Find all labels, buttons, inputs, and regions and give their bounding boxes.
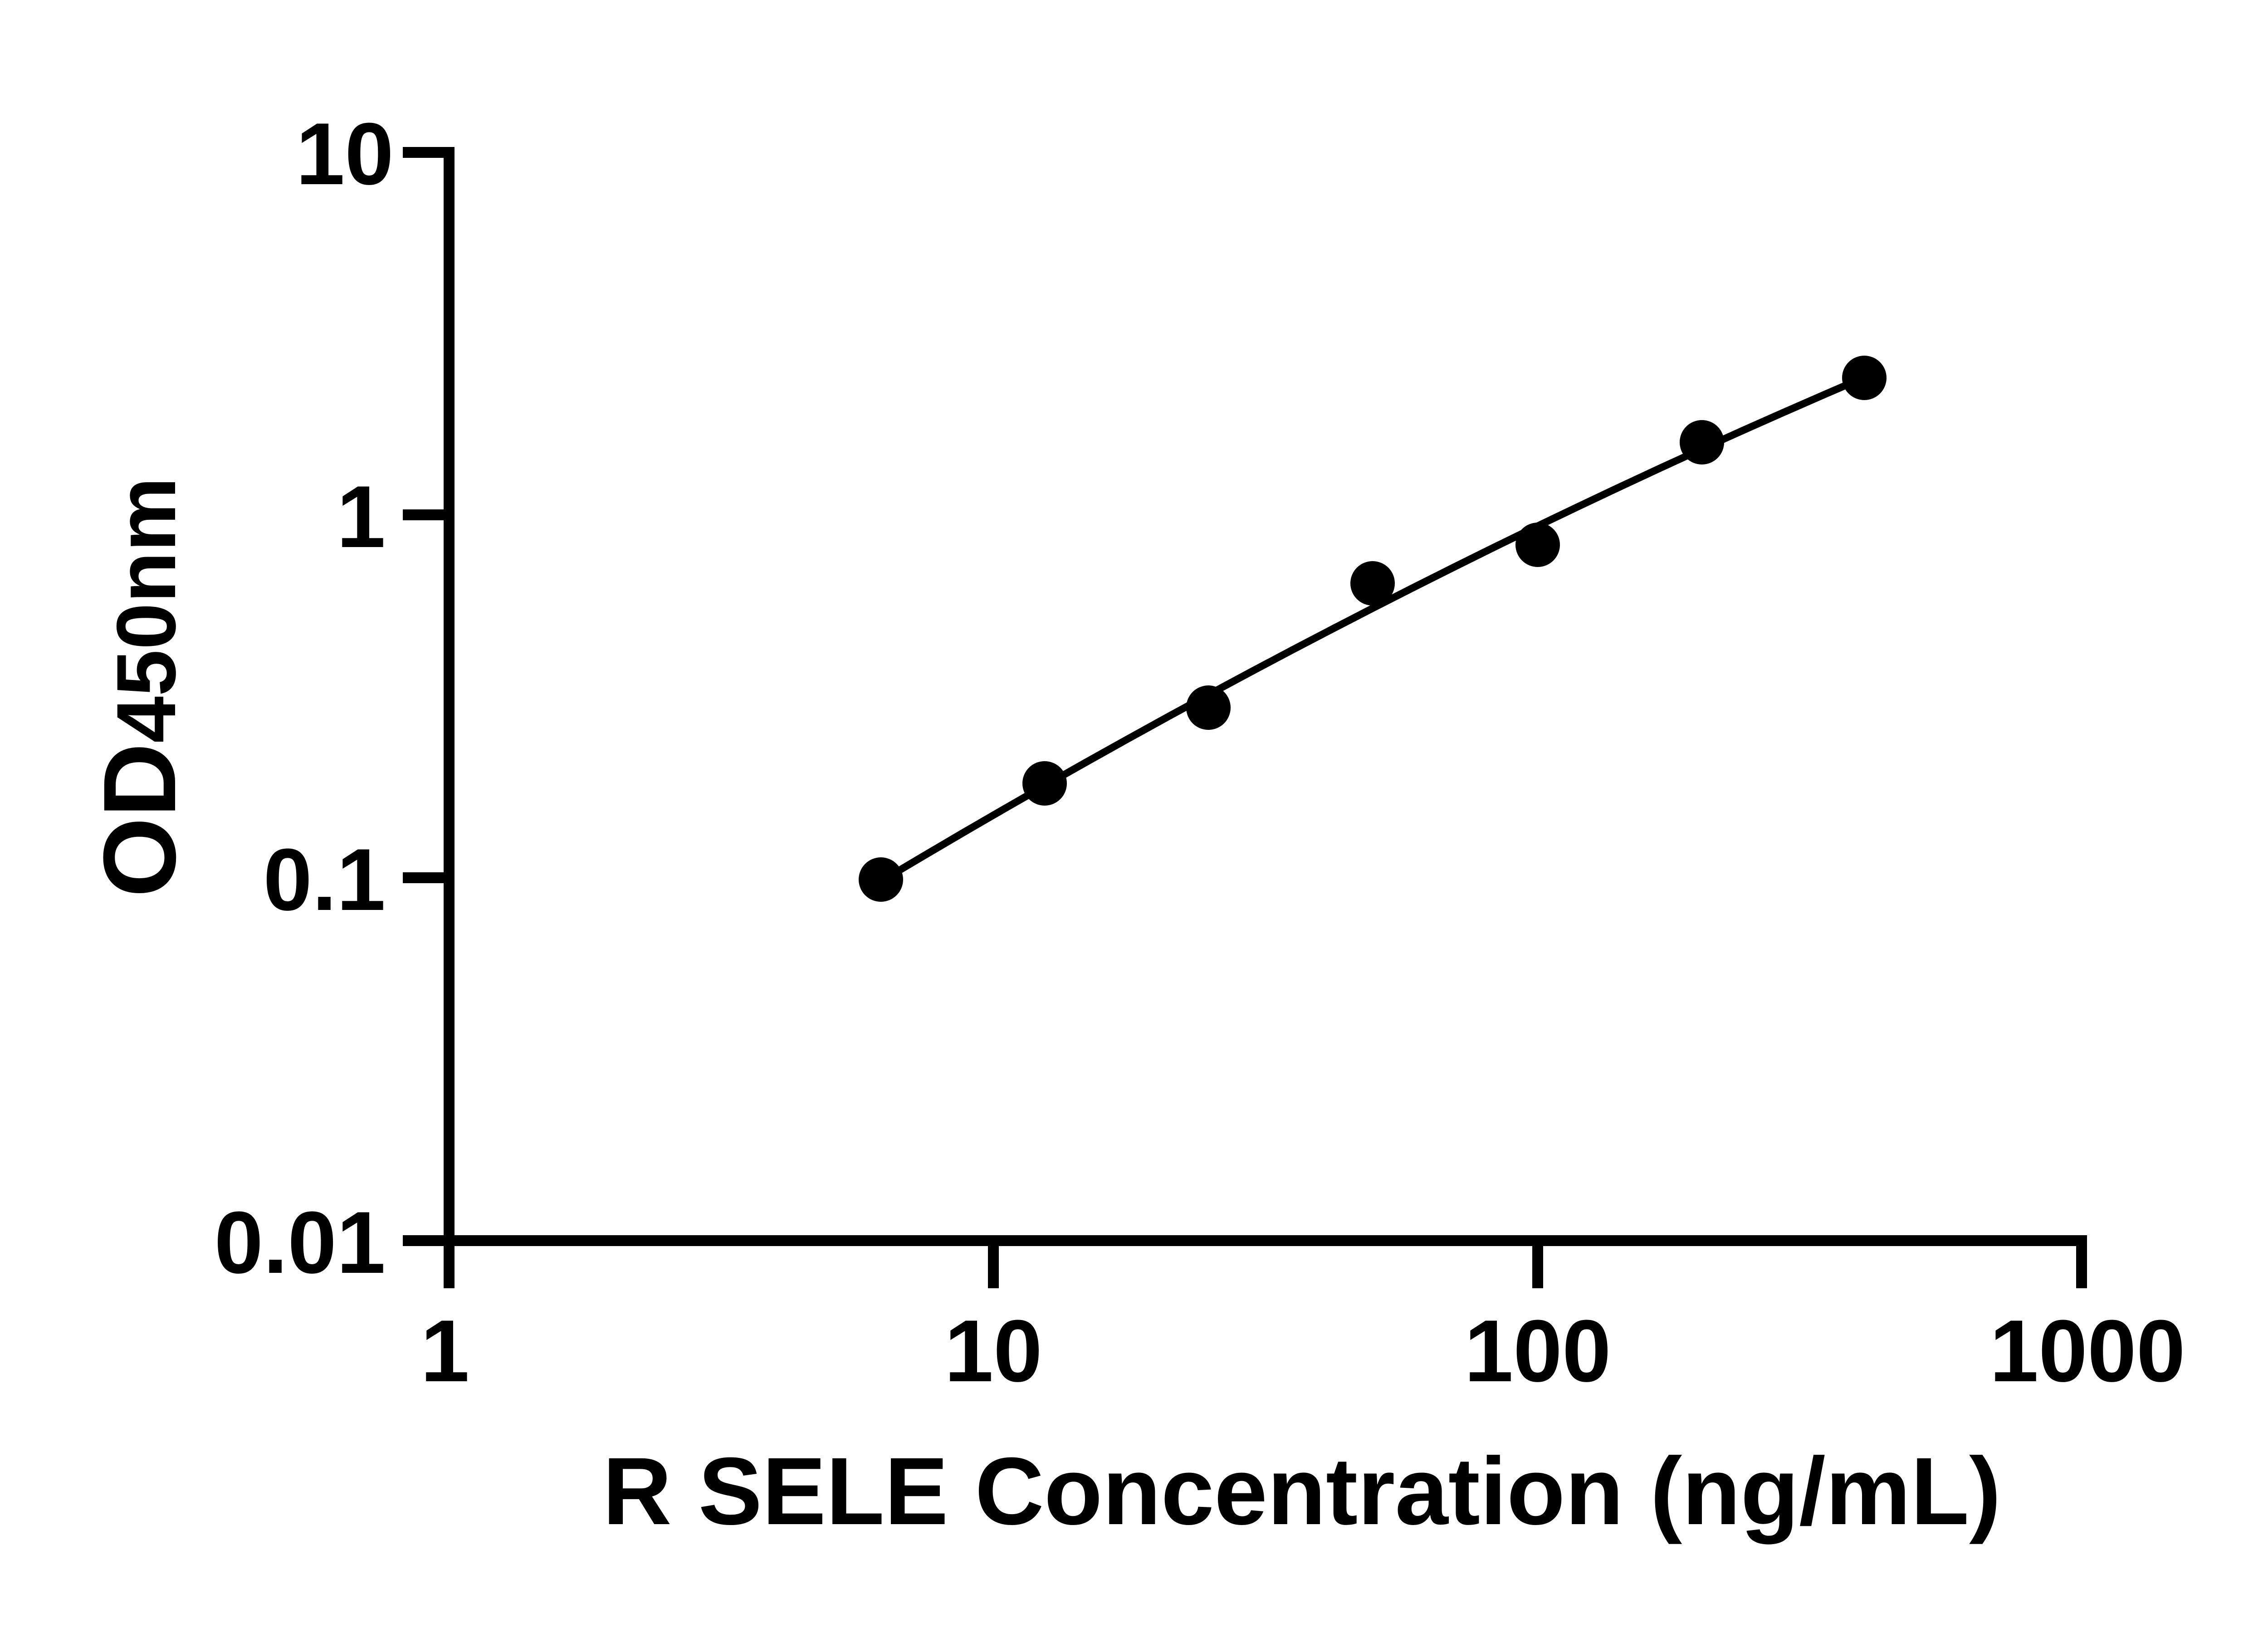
svg-text:100: 100 — [1464, 1302, 1611, 1400]
svg-text:1000: 1000 — [1989, 1302, 2185, 1400]
svg-text:0.01: 0.01 — [214, 1193, 386, 1292]
svg-text:OD450nm: OD450nm — [83, 477, 197, 898]
svg-text:10: 10 — [944, 1302, 1042, 1400]
svg-text:R SELE Concentration (ng/mL): R SELE Concentration (ng/mL) — [603, 1437, 2001, 1545]
svg-text:1: 1 — [337, 468, 386, 566]
svg-text:0.1: 0.1 — [263, 831, 386, 929]
svg-text:1: 1 — [420, 1302, 469, 1400]
svg-text:10: 10 — [296, 105, 394, 203]
